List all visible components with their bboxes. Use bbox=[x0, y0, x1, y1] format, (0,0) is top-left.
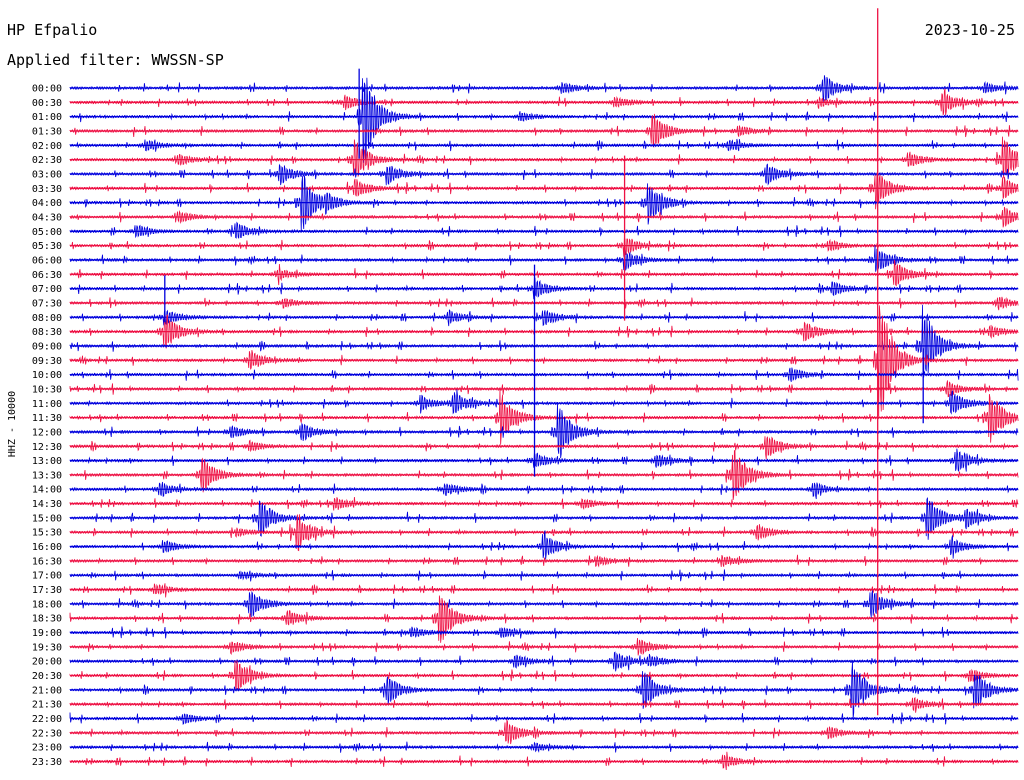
tick-label: 01:30 bbox=[32, 126, 62, 137]
trace-row bbox=[69, 696, 1019, 713]
tick-label: 11:30 bbox=[32, 413, 62, 424]
tick-label: 13:00 bbox=[32, 456, 62, 467]
trace-row bbox=[69, 741, 1019, 753]
tick-label: 19:00 bbox=[32, 628, 62, 639]
trace-row bbox=[69, 449, 1019, 500]
tick-label: 07:30 bbox=[32, 298, 62, 309]
trace-group bbox=[69, 8, 1019, 771]
tick-label: 11:00 bbox=[32, 399, 62, 410]
trace-row bbox=[69, 389, 1019, 445]
tick-label: 14:00 bbox=[32, 485, 62, 496]
trace-row bbox=[69, 569, 1019, 582]
station-title: HP Efpalio bbox=[7, 21, 98, 39]
trace-row bbox=[69, 583, 1019, 598]
trace-row bbox=[69, 436, 1019, 460]
tick-label: 19:30 bbox=[32, 642, 62, 653]
tick-label: 04:00 bbox=[32, 198, 62, 209]
tick-label: 21:00 bbox=[32, 685, 62, 696]
tick-label: 02:00 bbox=[32, 141, 62, 152]
tick-label: 00:30 bbox=[32, 98, 62, 109]
trace-row bbox=[69, 651, 1019, 672]
trace-row bbox=[69, 245, 1019, 272]
trace-row bbox=[69, 277, 1019, 300]
trace-row bbox=[69, 296, 1019, 311]
trace-row bbox=[69, 497, 1019, 540]
tick-label: 23:00 bbox=[32, 743, 62, 754]
trace-row bbox=[69, 530, 1019, 560]
trace-row bbox=[69, 221, 1019, 239]
tick-label: 06:00 bbox=[32, 255, 62, 266]
tick-label: 18:00 bbox=[32, 599, 62, 610]
trace-row bbox=[69, 77, 1019, 164]
trace-row bbox=[69, 88, 1019, 116]
tick-label: 22:00 bbox=[32, 714, 62, 725]
trace-row bbox=[69, 163, 1019, 186]
trace-row bbox=[69, 389, 1019, 415]
tick-label: 14:30 bbox=[32, 499, 62, 510]
trace-row bbox=[69, 314, 1019, 349]
tick-label: 23:30 bbox=[32, 757, 62, 768]
tick-label: 04:30 bbox=[32, 212, 62, 223]
trace-row bbox=[69, 113, 1019, 148]
tick-label: 08:00 bbox=[32, 313, 62, 324]
tick-label: 10:00 bbox=[32, 370, 62, 381]
trace-row bbox=[69, 170, 1019, 210]
trace-row bbox=[69, 309, 1019, 327]
tick-label: 09:30 bbox=[32, 356, 62, 367]
tick-label: 12:30 bbox=[32, 442, 62, 453]
trace-row bbox=[69, 595, 1019, 643]
tick-label: 21:30 bbox=[32, 700, 62, 711]
tick-label: 15:00 bbox=[32, 513, 62, 524]
tick-label: 16:00 bbox=[32, 542, 62, 553]
trace-row bbox=[69, 237, 1019, 257]
tick-label: 10:30 bbox=[32, 384, 62, 395]
trace-row bbox=[69, 401, 1019, 459]
tick-label: 15:30 bbox=[32, 528, 62, 539]
trace-row bbox=[69, 380, 1019, 398]
y-axis-label: HHZ - 10000 bbox=[7, 391, 18, 457]
tick-label: 00:00 bbox=[32, 84, 62, 95]
tick-label: 05:30 bbox=[32, 241, 62, 252]
trace-row bbox=[69, 514, 1019, 552]
trace-row bbox=[69, 305, 1019, 417]
tick-label: 03:30 bbox=[32, 184, 62, 195]
tick-label: 12:00 bbox=[32, 427, 62, 438]
tick-label: 18:30 bbox=[32, 614, 62, 625]
tick-label: 07:00 bbox=[32, 284, 62, 295]
tick-label: 13:30 bbox=[32, 470, 62, 481]
trace-row bbox=[69, 206, 1019, 228]
trace-row bbox=[69, 175, 1019, 232]
trace-row bbox=[69, 75, 1019, 103]
trace-row bbox=[69, 481, 1019, 500]
tick-label: 16:30 bbox=[32, 556, 62, 567]
trace-row bbox=[69, 718, 1019, 745]
filter-label: Applied filter: WWSSN-SP bbox=[7, 51, 224, 69]
tick-label: 01:00 bbox=[32, 112, 62, 123]
trace-row bbox=[69, 590, 1019, 618]
trace-row bbox=[69, 259, 1019, 287]
tick-label: 20:00 bbox=[32, 657, 62, 668]
date-label: 2023-10-25 bbox=[924, 21, 1015, 39]
tick-label: 17:00 bbox=[32, 571, 62, 582]
tick-label: 17:30 bbox=[32, 585, 62, 596]
tick-label-group: 00:00 00:30 01:00 01:30 02:00 02:30 03:00 03:30… bbox=[32, 84, 62, 769]
tick-label: 02:30 bbox=[32, 155, 62, 166]
trace-row bbox=[69, 448, 1019, 473]
tick-label: 20:30 bbox=[32, 671, 62, 682]
trace-row bbox=[69, 626, 1019, 639]
tick-label: 08:30 bbox=[32, 327, 62, 338]
tick-label: 06:30 bbox=[32, 270, 62, 281]
trace-row bbox=[69, 554, 1019, 568]
tick-label: 22:30 bbox=[32, 728, 62, 739]
tick-label: 03:00 bbox=[32, 169, 62, 180]
tick-label: 05:00 bbox=[32, 227, 62, 238]
tick-label: 09:00 bbox=[32, 341, 62, 352]
trace-row bbox=[69, 138, 1019, 152]
trace-row bbox=[69, 136, 1019, 179]
